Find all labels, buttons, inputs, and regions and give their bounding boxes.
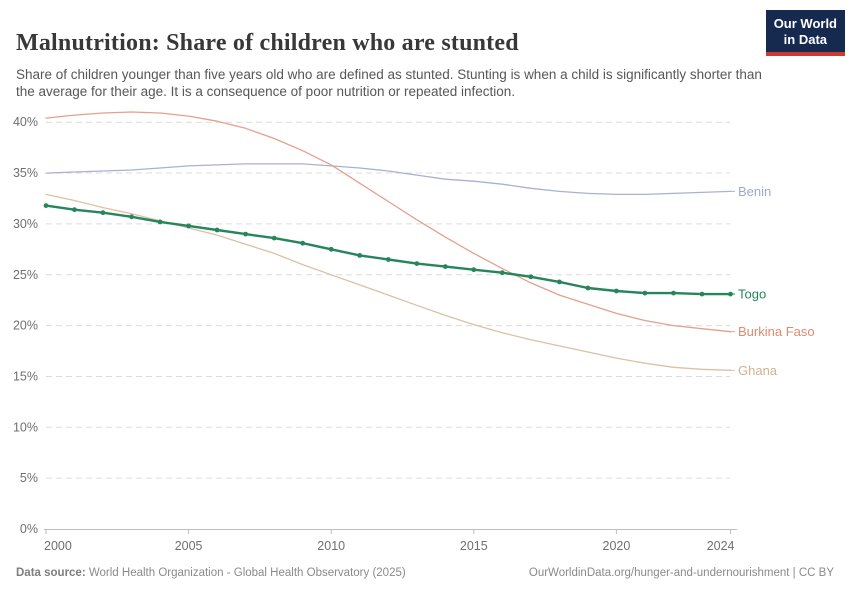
page-title: Malnutrition: Share of children who are … <box>16 30 519 57</box>
series-marker <box>214 227 220 233</box>
series-marker <box>614 288 619 294</box>
x-tick-label: 2020 <box>603 539 631 553</box>
series-marker <box>585 285 591 291</box>
x-tick-label: 2024 <box>707 539 735 553</box>
series-label-togo[interactable]: Togo <box>738 287 766 302</box>
series-line-togo[interactable] <box>44 204 732 296</box>
series-marker <box>243 231 249 237</box>
series-marker <box>43 203 49 209</box>
chart-footer: Data source: World Health Organization -… <box>16 566 834 580</box>
series-marker <box>414 261 420 266</box>
y-tick-label: 40% <box>13 115 38 129</box>
x-tick-label: 2000 <box>44 539 72 553</box>
series-marker <box>557 279 562 285</box>
x-tick-label: 2005 <box>175 539 203 553</box>
y-tick-label: 20% <box>13 319 38 333</box>
x-tick-label: 2010 <box>317 539 345 553</box>
series-marker <box>642 290 648 296</box>
series-marker <box>271 235 277 241</box>
series-marker <box>328 246 334 252</box>
owid-license-link[interactable]: OurWorldinData.org/hunger-and-undernouri… <box>528 567 834 579</box>
data-source-note: Data source: World Health Organization -… <box>16 566 406 580</box>
series-markers-togo[interactable] <box>43 203 733 297</box>
series-marker <box>72 207 77 213</box>
series-line-burkina-faso[interactable] <box>45 111 732 333</box>
series-marker <box>129 214 135 220</box>
series-marker <box>471 267 477 273</box>
y-tick-label: 25% <box>13 268 38 282</box>
x-tick-label: 2015 <box>460 539 488 553</box>
data-source-label: Data source: <box>16 567 86 579</box>
series-marker <box>157 219 163 225</box>
chart-subtitle: Share of children younger than five year… <box>16 66 762 100</box>
y-tick-label: 5% <box>20 471 38 485</box>
series-line-benin[interactable] <box>45 163 732 196</box>
y-tick-label: 0% <box>20 522 38 536</box>
series-marker <box>186 223 192 229</box>
series-marker <box>300 240 306 246</box>
y-tick-label: 30% <box>13 217 38 231</box>
series-marker <box>442 264 448 269</box>
series-marker <box>499 270 505 276</box>
y-tick-label: 15% <box>13 369 38 383</box>
series-label-ghana[interactable]: Ghana <box>738 363 778 378</box>
owid-logo-line2: in Data <box>783 32 828 47</box>
owid-logo-line1: Our World <box>773 16 837 31</box>
series-marker <box>528 274 534 280</box>
owid-logo[interactable]: Our World in Data <box>765 10 845 56</box>
data-source-text: World Health Organization - Global Healt… <box>85 567 406 579</box>
series-marker <box>671 290 676 296</box>
y-tick-label: 10% <box>13 420 38 434</box>
series-marker <box>385 257 391 262</box>
series-marker <box>699 291 705 297</box>
series-label-benin[interactable]: Benin <box>738 184 771 199</box>
y-tick-label: 35% <box>13 166 38 180</box>
series-marker <box>100 210 106 216</box>
series-label-burkina-faso[interactable]: Burkina Faso <box>738 324 815 339</box>
series-marker <box>357 253 363 258</box>
